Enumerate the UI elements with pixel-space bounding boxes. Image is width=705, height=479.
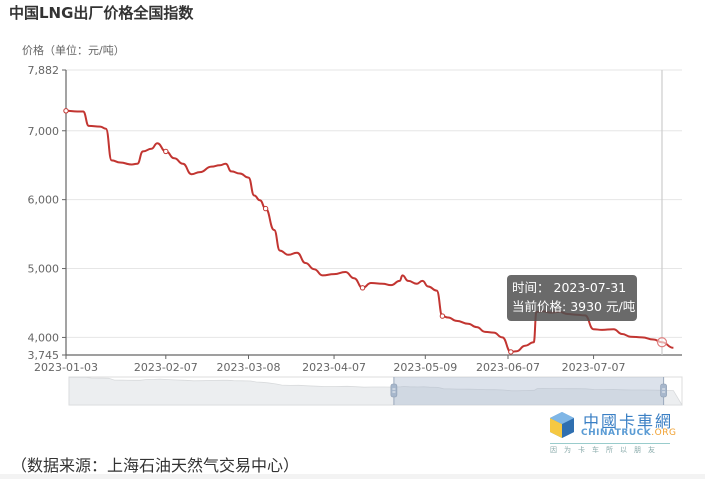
x-tick-label: 2023-05-09: [393, 361, 457, 374]
tooltip-price-label: 当前价格:: [512, 299, 567, 314]
watermark-en-text: CHINATRUCK.ORG: [581, 428, 676, 438]
x-tick-label: 2023-04-07: [302, 361, 366, 374]
tooltip-price-unit: 元/吨: [606, 299, 636, 314]
tooltip-price-row: 当前价格: 3930 元/吨: [512, 297, 637, 316]
x-tick-label: 2023-02-07: [134, 361, 198, 374]
chart-title: 中国LNG出厂价格全国指数: [9, 4, 194, 22]
y-tick-label: 4,000: [28, 331, 60, 344]
y-tick-label: 3,745: [28, 349, 60, 362]
x-tick-label: 2023-07-07: [562, 361, 626, 374]
bottom-divider: [0, 474, 705, 479]
datazoom-slider[interactable]: [68, 376, 683, 406]
y-axis: 3,745 4,000 5,000 6,000 7,000 7,882: [28, 64, 67, 362]
y-tick-label: 5,000: [28, 263, 60, 276]
watermark-cn-text: 中國卡車網: [583, 412, 674, 431]
watermark-en-main: CHINATRUCK: [581, 428, 652, 438]
x-tick-label: 2023-03-08: [217, 361, 281, 374]
tooltip-time-row: 时间： 2023-07-31: [512, 278, 637, 297]
x-tick-label: 2023-06-07: [476, 361, 540, 374]
data-source-note: （数据来源：上海石油天然气交易中心）: [11, 456, 300, 475]
x-tick-label: 2023-01-03: [34, 361, 98, 374]
datazoom-start-handle[interactable]: [390, 383, 398, 398]
x-axis: 2023-01-03 2023-02-07 2023-03-08 2023-04-07…: [34, 354, 682, 374]
watermark-divider: [550, 443, 670, 444]
tooltip-price-value: 3930: [570, 299, 603, 314]
datazoom-end-handle[interactable]: [660, 383, 667, 398]
y-tick-label: 7,882: [28, 64, 60, 77]
grid-lines: [66, 69, 682, 338]
tooltip-time-value: 2023-07-31: [553, 280, 627, 295]
series-markers: [63, 108, 668, 355]
watermark-en-suffix: .ORG: [651, 428, 677, 438]
cube-logo-icon: [550, 412, 574, 438]
tooltip: 时间： 2023-07-31 当前价格: 3930 元/吨: [507, 275, 637, 321]
watermark-slogan: 因为卡车所以朋友: [550, 446, 662, 454]
y-axis-unit-label: 价格（单位：元/吨）: [22, 44, 125, 57]
chinatruck-watermark: 中國卡車網 CHINATRUCK.ORG 因为卡车所以朋友: [545, 408, 676, 458]
y-tick-label: 7,000: [28, 125, 60, 138]
tooltip-time-label: 时间：: [512, 280, 550, 295]
y-tick-label: 6,000: [28, 194, 60, 207]
